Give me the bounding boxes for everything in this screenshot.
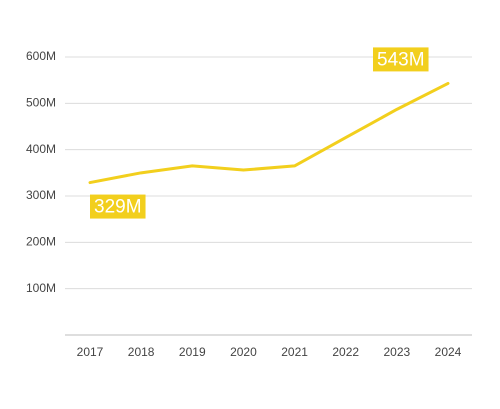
- x-tick-label: 2021: [281, 345, 308, 359]
- x-tick-label: 2018: [128, 345, 155, 359]
- x-tick-label: 2024: [435, 345, 462, 359]
- value-label: 543M: [377, 49, 425, 70]
- y-tick-label: 400M: [26, 142, 56, 156]
- x-tick-label: 2020: [230, 345, 257, 359]
- y-tick-label: 500M: [26, 96, 56, 110]
- data-line: [88, 81, 450, 185]
- x-tick-label: 2023: [384, 345, 411, 359]
- y-tick-label: 300M: [26, 188, 56, 202]
- y-tick-label: 200M: [26, 235, 56, 249]
- x-tick-label: 2017: [77, 345, 104, 359]
- y-tick-label: 100M: [26, 281, 56, 295]
- value-label-bg: [90, 194, 146, 219]
- y-tick-label: 600M: [26, 49, 56, 63]
- x-tick-label: 2019: [179, 345, 206, 359]
- value-label: 329M: [94, 197, 142, 218]
- value-label-bg: [373, 47, 429, 72]
- x-tick-label: 2022: [332, 345, 359, 359]
